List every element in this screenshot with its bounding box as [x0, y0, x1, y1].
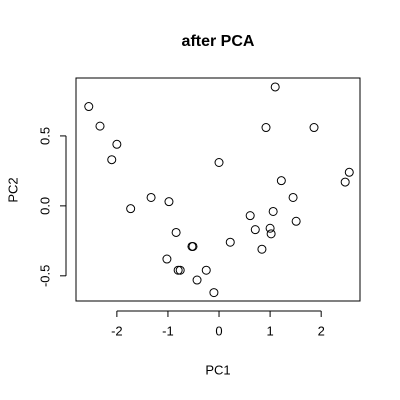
x-tick-label: -1	[162, 323, 174, 338]
point	[309, 123, 319, 133]
y-axis-label: PC2	[5, 177, 20, 202]
plot-box	[75, 77, 361, 302]
point	[112, 139, 122, 149]
point	[261, 123, 271, 133]
point	[288, 192, 298, 202]
point	[214, 157, 224, 167]
point	[164, 197, 174, 207]
y-tick-label: 0.5	[37, 127, 52, 145]
point	[171, 227, 181, 237]
point	[270, 82, 280, 92]
point	[250, 225, 260, 235]
point	[192, 275, 202, 285]
point	[107, 155, 117, 165]
point	[245, 211, 255, 221]
point	[173, 265, 183, 275]
y-tick-label: -0.5	[37, 265, 52, 287]
point	[201, 265, 211, 275]
point	[187, 241, 197, 251]
point	[146, 192, 156, 202]
point	[257, 244, 267, 254]
x-tick-label: 1	[266, 323, 273, 338]
point	[225, 237, 235, 247]
point	[340, 177, 350, 187]
x-axis-label: PC1	[205, 362, 230, 377]
point	[209, 288, 219, 298]
point	[95, 121, 105, 131]
chart-title: after PCA	[182, 33, 255, 50]
point	[291, 216, 301, 226]
point	[175, 265, 185, 275]
y-tick-label: 0.0	[37, 197, 52, 215]
point	[126, 204, 136, 214]
point	[162, 254, 172, 264]
point	[268, 206, 278, 216]
x-tick-label: 0	[215, 323, 222, 338]
point	[266, 229, 276, 239]
point	[344, 167, 354, 177]
point	[265, 223, 275, 233]
point	[84, 102, 94, 112]
point	[276, 176, 286, 186]
x-tick-label: -2	[111, 323, 123, 338]
x-tick-label: 2	[318, 323, 325, 338]
